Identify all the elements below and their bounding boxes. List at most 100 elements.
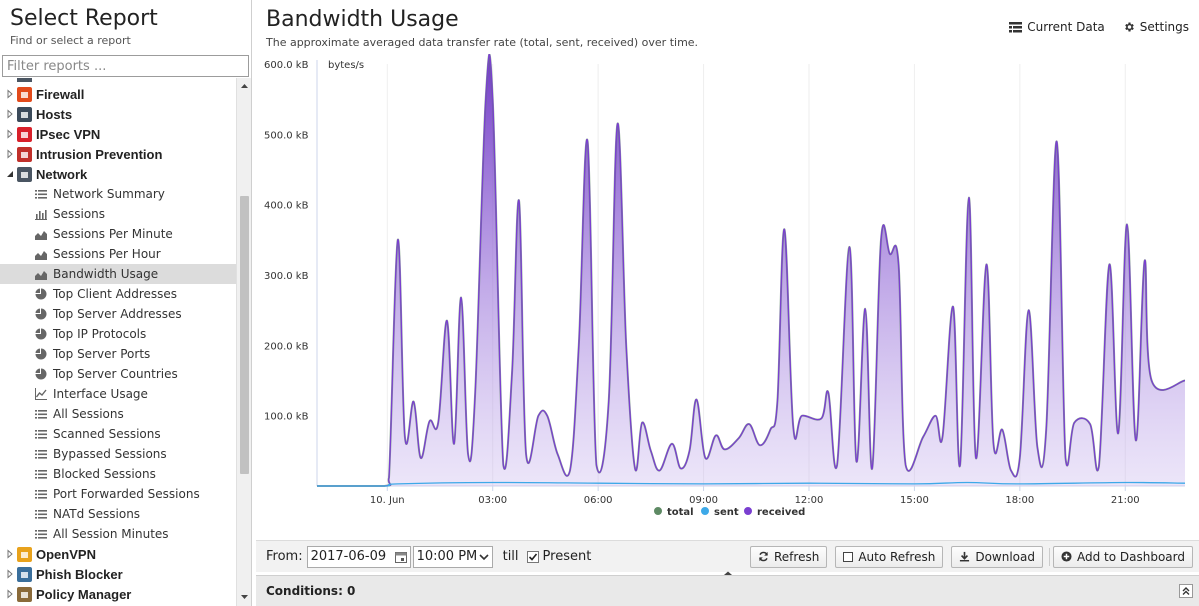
add-to-dashboard-button[interactable]: Add to Dashboard: [1052, 545, 1193, 568]
x-tick-label: 15:00: [900, 495, 929, 506]
current-data-button[interactable]: Current Data: [1009, 20, 1105, 34]
pie-chart-icon: [35, 348, 47, 360]
plus-circle-icon: [1061, 551, 1072, 562]
report-item-natd-sessions[interactable]: NATd Sessions: [0, 504, 236, 524]
report-item-top-server-ports[interactable]: Top Server Ports: [0, 344, 236, 364]
openvpn-icon: [17, 546, 32, 562]
tree-scrollbar[interactable]: [236, 78, 251, 606]
download-icon: [960, 551, 970, 562]
add-to-dashboard-label: Add to Dashboard: [1076, 549, 1185, 564]
conditions-label: Conditions: 0: [266, 584, 356, 598]
from-time-select[interactable]: 10:00 PM: [412, 545, 493, 568]
tree-item-hidden[interactable]: [0, 78, 236, 84]
list-icon: [35, 410, 47, 419]
chart-svg: 600.0 kB 500.0 kB 400.0 kB 300.0 kB 200.0 kB…: [264, 54, 1186, 518]
tree-item-policy-manager[interactable]: Policy Manager: [0, 584, 236, 604]
report-item-top-server-addresses[interactable]: Top Server Addresses: [0, 304, 236, 324]
policy-icon: [17, 586, 32, 602]
collapsed-arrow-icon[interactable]: [5, 549, 15, 559]
x-tick-label: 06:00: [584, 495, 613, 506]
auto-refresh-button[interactable]: Auto Refresh: [835, 545, 944, 568]
collapsed-arrow-icon[interactable]: [5, 149, 15, 159]
splitter-up-icon[interactable]: [721, 570, 735, 576]
tree-item-label: Phish Blocker: [36, 566, 123, 582]
till-label: till: [502, 549, 519, 564]
from-date-value: 2017-06-09: [310, 549, 387, 564]
collapsed-arrow-icon[interactable]: [5, 589, 15, 599]
lock-icon: [17, 126, 32, 142]
y-axis-label: bytes/s: [328, 60, 364, 71]
report-item-scanned-sessions[interactable]: Scanned Sessions: [0, 424, 236, 444]
report-item-blocked-sessions[interactable]: Blocked Sessions: [0, 464, 236, 484]
legend-marker-received: [744, 507, 752, 515]
tree-item-network[interactable]: Network: [0, 164, 236, 184]
report-item-label: Network Summary: [53, 187, 165, 201]
conditions-bar[interactable]: Conditions: 0: [256, 575, 1199, 606]
tree-item-label: Hosts: [36, 106, 73, 122]
report-actions: Current Data Settings: [1009, 20, 1189, 34]
report-item-label: Top Server Ports: [53, 347, 151, 361]
filter-reports-input[interactable]: [2, 55, 249, 77]
report-item-sessions[interactable]: Sessions: [0, 204, 236, 224]
report-item-label: Scanned Sessions: [53, 427, 161, 441]
tree-item-hosts[interactable]: Hosts: [0, 104, 236, 124]
tree-item-label: Firewall: [36, 86, 85, 102]
tree-item-openvpn[interactable]: OpenVPN: [0, 544, 236, 564]
report-title: Bandwidth Usage: [266, 7, 459, 32]
from-date-field[interactable]: 2017-06-09: [306, 545, 411, 568]
list-icon: [35, 450, 47, 459]
legend-label-received: received: [757, 507, 805, 518]
received-series-line: [316, 54, 1186, 487]
download-button[interactable]: Download: [951, 545, 1043, 568]
report-item-top-server-countries[interactable]: Top Server Countries: [0, 364, 236, 384]
legend-marker-sent: [701, 507, 709, 515]
collapsed-arrow-icon[interactable]: [5, 109, 15, 119]
report-item-interface-usage[interactable]: Interface Usage: [0, 384, 236, 404]
tree-item-phish-blocker[interactable]: Phish Blocker: [0, 564, 236, 584]
report-item-network-summary[interactable]: Network Summary: [0, 184, 236, 204]
report-item-label: Top Server Countries: [53, 367, 178, 381]
network-icon: [17, 166, 32, 182]
report-description: The approximate averaged data transfer r…: [266, 36, 699, 49]
x-tick-label: 21:00: [1111, 495, 1140, 506]
firewall-icon: [17, 86, 32, 102]
report-item-bypassed-sessions[interactable]: Bypassed Sessions: [0, 444, 236, 464]
collapsed-arrow-icon[interactable]: [5, 89, 15, 99]
double-chevron-up-icon: [1182, 587, 1190, 595]
report-item-sessions-per-minute[interactable]: Sessions Per Minute: [0, 224, 236, 244]
report-item-label: Port Forwarded Sessions: [53, 487, 200, 501]
settings-button[interactable]: Settings: [1123, 20, 1189, 34]
collapsed-arrow-icon[interactable]: [5, 129, 15, 139]
tree-item-firewall[interactable]: Firewall: [0, 84, 236, 104]
report-item-label: NATd Sessions: [53, 507, 141, 521]
report-item-label: Blocked Sessions: [53, 467, 156, 481]
report-item-all-sessions[interactable]: All Sessions: [0, 404, 236, 424]
report-item-label: Sessions Per Hour: [53, 247, 161, 261]
report-item-bandwidth-usage[interactable]: Bandwidth Usage: [0, 264, 236, 284]
tree-item-label: OpenVPN: [36, 546, 96, 562]
report-item-all-session-minutes[interactable]: All Session Minutes: [0, 524, 236, 544]
calendar-icon[interactable]: [394, 551, 407, 563]
chevron-down-icon: [479, 553, 489, 560]
conditions-expand-button[interactable]: [1179, 584, 1193, 598]
tree-item-intrusion-prevention[interactable]: Intrusion Prevention: [0, 144, 236, 164]
report-item-label: All Sessions: [53, 407, 124, 421]
scroll-down-icon[interactable]: [240, 592, 249, 601]
collapsed-arrow-icon[interactable]: [5, 569, 15, 579]
area-chart-icon: [35, 251, 47, 260]
area-chart-icon: [35, 231, 47, 240]
tree-item-ipsec-vpn[interactable]: IPsec VPN: [0, 124, 236, 144]
report-item-label: Interface Usage: [53, 387, 148, 401]
expanded-arrow-icon[interactable]: [5, 169, 15, 179]
line-chart-icon: [35, 388, 47, 400]
refresh-button[interactable]: Refresh: [750, 545, 828, 568]
report-item-top-ip-protocols[interactable]: Top IP Protocols: [0, 324, 236, 344]
report-item-top-client-addresses[interactable]: Top Client Addresses: [0, 284, 236, 304]
report-item-port-forwarded-sessions[interactable]: Port Forwarded Sessions: [0, 484, 236, 504]
app-icon: [17, 78, 32, 82]
report-item-sessions-per-hour[interactable]: Sessions Per Hour: [0, 244, 236, 264]
scroll-thumb[interactable]: [240, 196, 249, 474]
pie-chart-icon: [35, 288, 47, 300]
present-checkbox[interactable]: [526, 550, 539, 563]
scroll-up-icon[interactable]: [240, 82, 249, 91]
